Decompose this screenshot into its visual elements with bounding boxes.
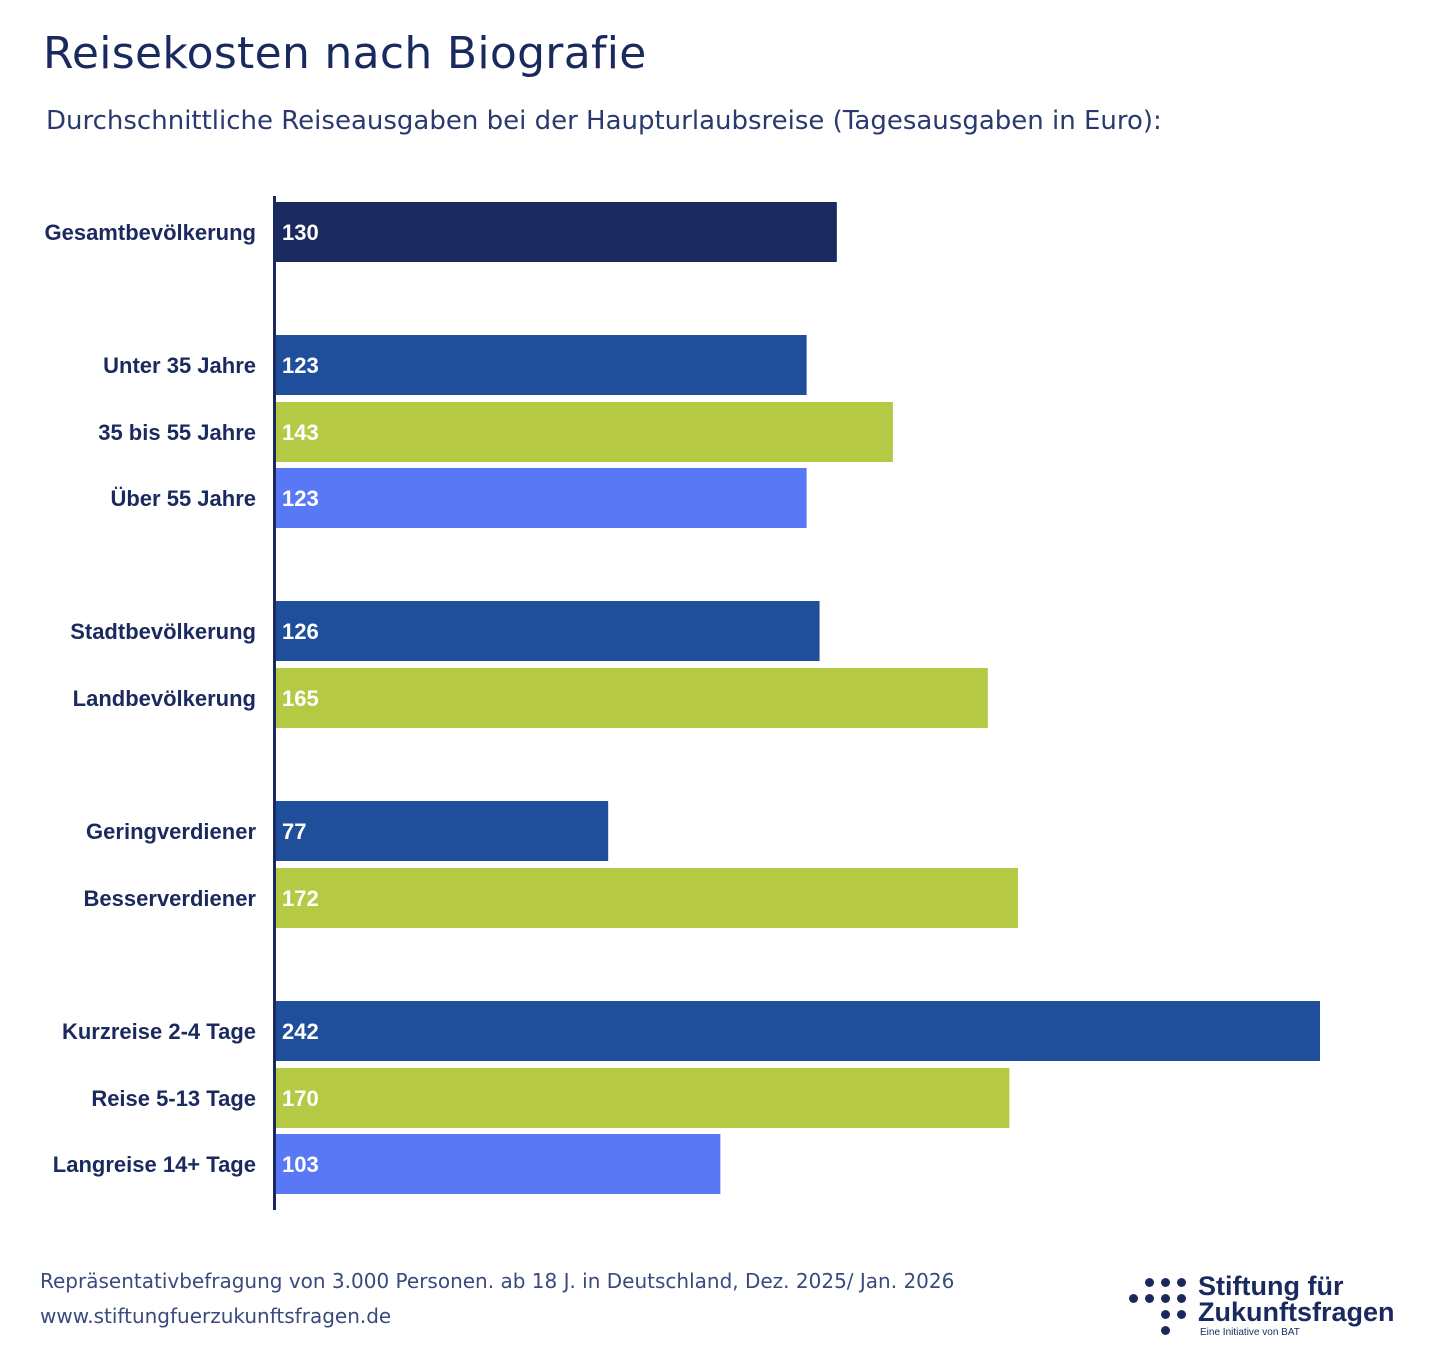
logo-line2: Zukunftsfragen (1198, 1297, 1395, 1327)
logo-tagline: Eine Initiative von BAT (1200, 1327, 1300, 1338)
data-label: 126 (282, 619, 319, 644)
category-label: Kurzreise 2-4 Tage (62, 1019, 256, 1044)
data-label: 77 (282, 819, 306, 844)
bar (276, 801, 609, 861)
bar (276, 202, 837, 262)
bar (276, 1001, 1320, 1061)
bar (276, 868, 1019, 928)
data-label: 242 (282, 1019, 319, 1044)
logo: Stiftung für Zukunftsfragen Eine Initiat… (1128, 1272, 1408, 1342)
bar (276, 335, 807, 395)
category-label: Besserverdiener (84, 886, 257, 911)
data-label: 103 (282, 1152, 319, 1177)
category-label: Langreise 14+ Tage (53, 1152, 256, 1177)
data-label: 170 (282, 1086, 319, 1111)
data-label: 130 (282, 220, 319, 245)
category-label: Landbevölkerung (73, 686, 256, 711)
bar (276, 468, 807, 528)
category-label: 35 bis 55 Jahre (98, 420, 256, 445)
category-label: Stadtbevölkerung (70, 619, 256, 644)
data-label: 123 (282, 353, 319, 378)
source-note: Repräsentativbefragung von 3.000 Persone… (40, 1269, 955, 1293)
bar (276, 1068, 1010, 1128)
bar (276, 402, 893, 462)
website-link[interactable]: www.stiftungfuerzukunftsfragen.de (40, 1304, 392, 1328)
chart-subtitle: Durchschnittliche Reiseausgaben bei der … (46, 106, 1162, 136)
bar (276, 601, 820, 661)
category-label: Reise 5-13 Tage (91, 1086, 256, 1111)
category-label: Über 55 Jahre (110, 486, 256, 511)
page-title: Reisekosten nach Biografie (43, 28, 647, 79)
data-label: 165 (282, 686, 319, 711)
bar (276, 668, 988, 728)
data-label: 123 (282, 486, 319, 511)
data-label: 172 (282, 886, 319, 911)
category-label: Geringverdiener (86, 819, 256, 844)
bar (276, 1134, 721, 1194)
data-label: 143 (282, 420, 319, 445)
category-label: Gesamtbevölkerung (44, 220, 256, 245)
logo-line1: Stiftung für (1198, 1271, 1344, 1301)
category-label: Unter 35 Jahre (103, 353, 256, 378)
